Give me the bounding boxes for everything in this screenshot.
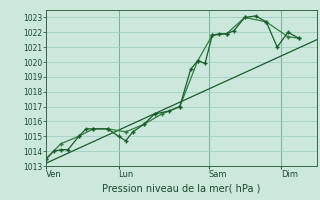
X-axis label: Pression niveau de la mer( hPa ): Pression niveau de la mer( hPa ) [102,183,261,193]
